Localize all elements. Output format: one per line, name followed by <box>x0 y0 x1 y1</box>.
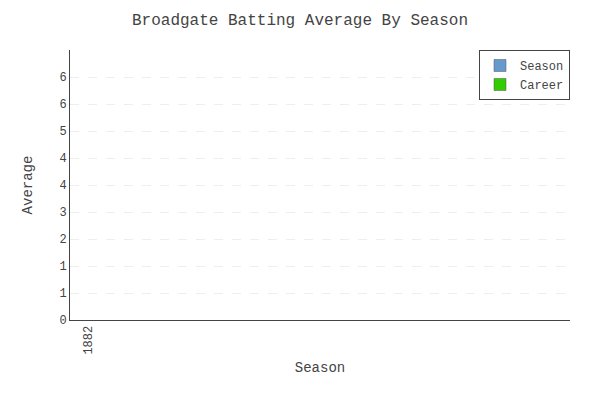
svg-text:5: 5 <box>59 125 66 139</box>
svg-text:1: 1 <box>59 260 66 274</box>
svg-text:Broadgate Batting Average By S: Broadgate Batting Average By Season <box>132 12 468 30</box>
svg-text:1: 1 <box>59 287 66 301</box>
svg-text:4: 4 <box>59 179 66 193</box>
svg-text:2: 2 <box>59 233 66 247</box>
svg-text:0: 0 <box>59 314 66 328</box>
svg-text:Career: Career <box>520 79 563 93</box>
svg-text:Season: Season <box>520 60 563 74</box>
svg-text:6: 6 <box>59 98 66 112</box>
svg-text:4: 4 <box>59 152 66 166</box>
svg-text:3: 3 <box>59 206 66 220</box>
svg-text:6: 6 <box>59 71 66 85</box>
svg-text:Season: Season <box>295 360 345 376</box>
svg-text:1882: 1882 <box>82 326 96 355</box>
svg-text:Average: Average <box>20 156 36 215</box>
